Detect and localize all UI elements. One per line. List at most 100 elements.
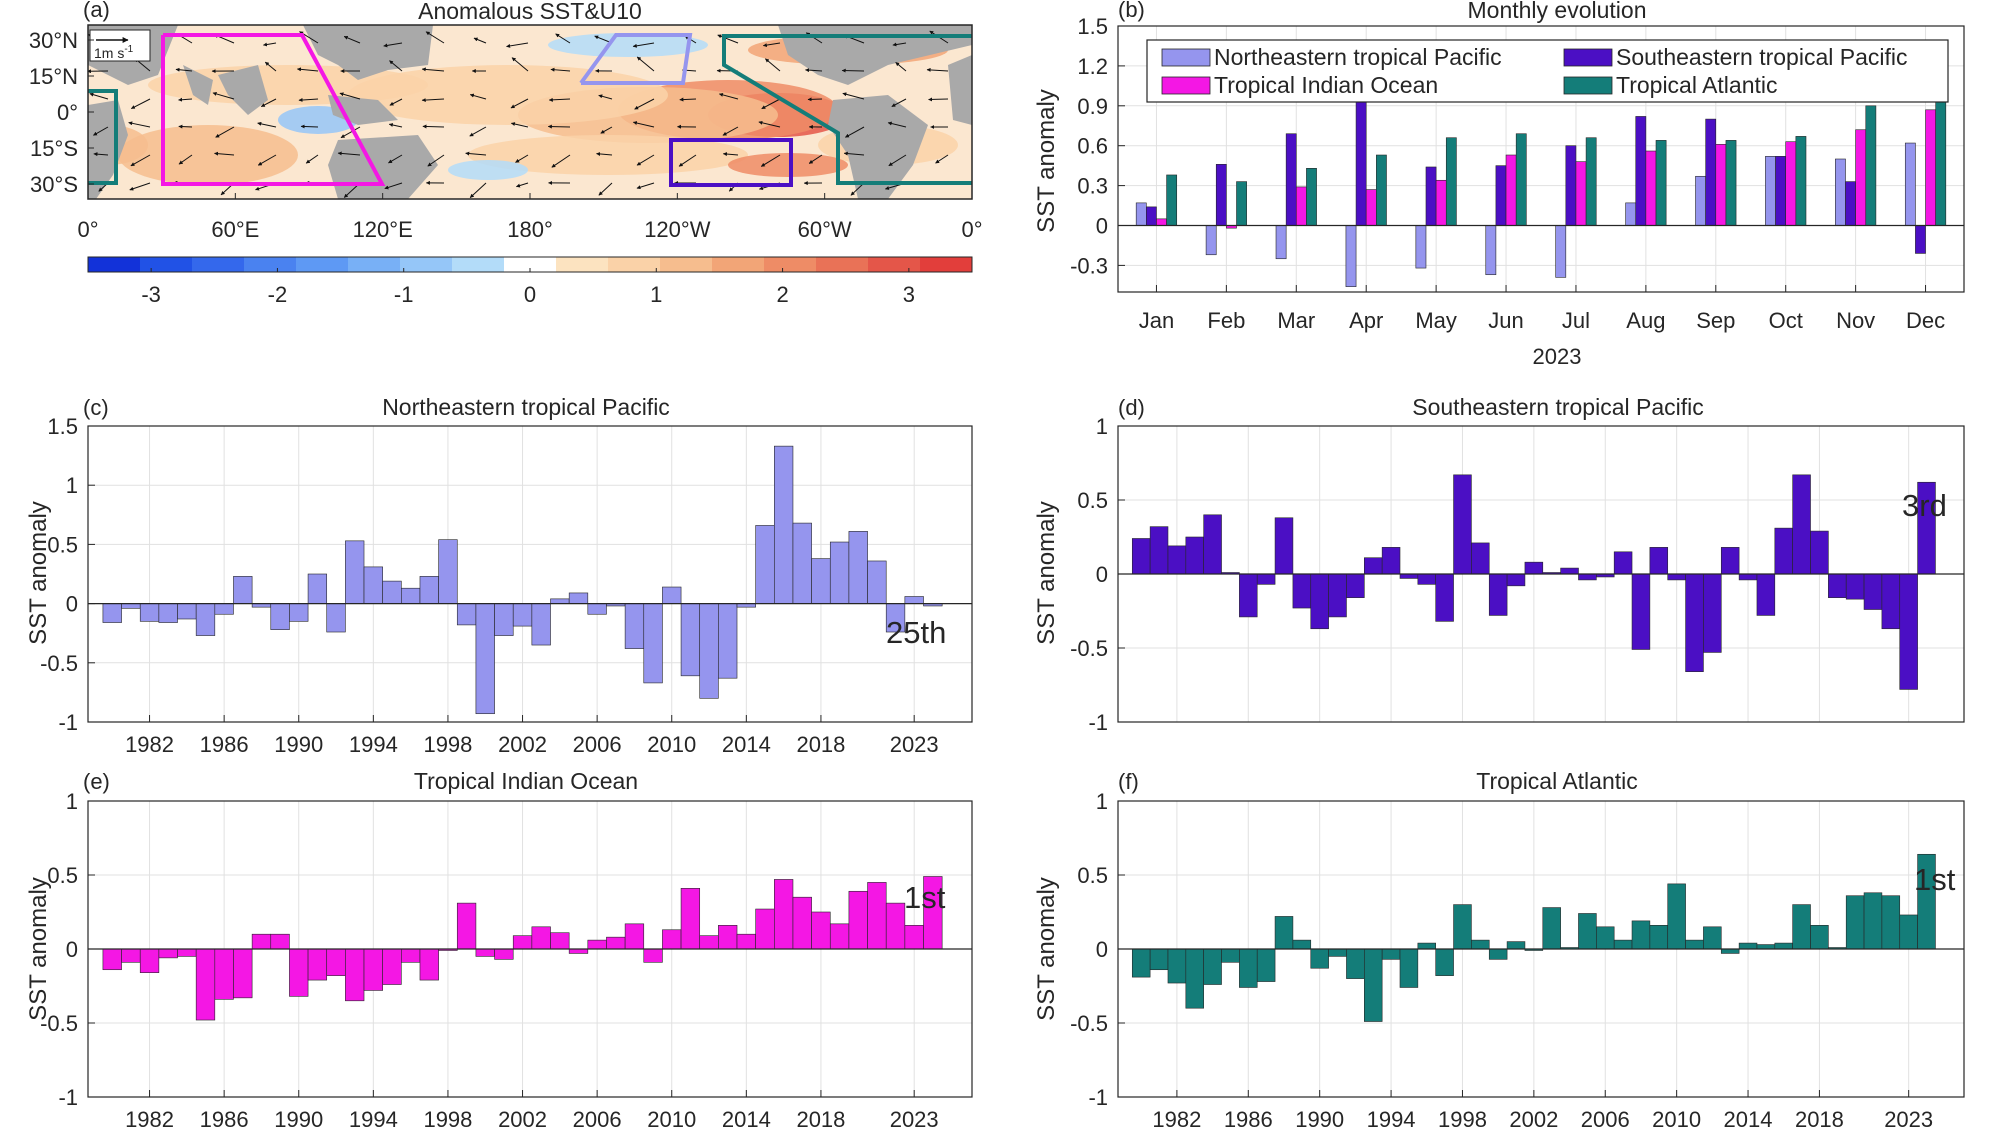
bar-southeastern — [1560, 567, 1579, 575]
bar-southeastern — [1239, 573, 1258, 618]
bar-northeastern — [419, 576, 439, 604]
panel-d-rank-label: 3rd — [1902, 488, 1947, 523]
bar-indian — [624, 923, 645, 950]
bar-northeastern — [102, 603, 122, 623]
bar-northeastern — [270, 603, 290, 630]
bar-southeastern — [1756, 573, 1776, 616]
y-tick-label: 1 — [1096, 414, 1108, 439]
x-tick-label: 1994 — [1367, 1107, 1416, 1132]
bar-indian — [195, 948, 216, 1021]
y-tick-label: 0.5 — [1077, 863, 1108, 888]
bar-southeastern — [1310, 573, 1329, 630]
legend-swatch-indian — [1161, 76, 1211, 95]
bar-northeastern — [848, 531, 868, 604]
bar-northeastern — [680, 603, 701, 677]
bar-northeastern — [121, 603, 141, 609]
bar-indian — [177, 948, 197, 957]
x-tick-label: 2002 — [498, 732, 547, 757]
wind-arrow — [718, 92, 739, 100]
colorbar-segment — [868, 257, 921, 272]
wind-arrow — [805, 68, 823, 73]
wind-arrow — [550, 67, 571, 72]
wind-arrow — [506, 42, 529, 48]
bar-southeastern — [1256, 573, 1276, 585]
x-tick-label: 2002 — [498, 1107, 547, 1132]
bar-northeastern — [568, 592, 589, 604]
lon-tick-label: 60°W — [798, 217, 852, 242]
bar-atlantic — [1346, 948, 1365, 979]
x-tick-label: 1982 — [1152, 1107, 1201, 1132]
bar-southeastern — [1685, 573, 1704, 672]
bar-indian — [456, 902, 477, 950]
land-west-africa — [948, 55, 972, 125]
bar-southeastern — [1274, 517, 1294, 575]
wind-arrow — [175, 67, 193, 72]
y-tick-label: 0.9 — [1077, 94, 1108, 119]
y-tick-label: -0.5 — [1070, 1011, 1108, 1036]
bar-southeastern — [1863, 573, 1883, 610]
x-tick-label: 2010 — [1652, 1107, 1701, 1132]
wind-arrow — [93, 152, 109, 157]
bar-southeastern — [1149, 526, 1169, 575]
wind-arrow — [895, 61, 907, 72]
bar-southeastern — [1488, 573, 1508, 616]
bar-indian — [1785, 141, 1797, 226]
y-tick-label: 0 — [1096, 214, 1108, 239]
bar-atlantic — [1667, 883, 1686, 950]
bar-southeastern — [1425, 166, 1437, 226]
wind-arrow — [632, 121, 655, 128]
wind-arrow — [465, 151, 487, 156]
panel-c-ylabel: SST anomaly — [25, 501, 52, 645]
bar-atlantic — [1845, 895, 1865, 950]
bar-indian — [1575, 161, 1587, 226]
bar-atlantic — [1585, 137, 1597, 226]
panel-f-title: Tropical Atlantic — [1476, 768, 1638, 794]
panel-e-ylabel: SST anomaly — [25, 877, 52, 1021]
x-tick-label: 2006 — [573, 1107, 622, 1132]
bar-northeastern — [139, 603, 160, 622]
bar-indian — [531, 926, 551, 950]
bar-northeastern — [1275, 225, 1287, 260]
wind-arrow — [343, 35, 361, 44]
bar-northeastern — [550, 598, 570, 604]
bar-northeastern — [587, 603, 607, 615]
panel-f-plot: -1 -0.5 0 0.5 1 1982 1986 1990 1994 1998 2002 2006 2… — [1070, 789, 1965, 1132]
wind-arrow — [717, 34, 739, 44]
bar-indian — [699, 935, 719, 950]
bar-atlantic — [1720, 948, 1740, 954]
bar-atlantic — [1149, 948, 1169, 971]
lon-tick-label: 60°E — [211, 217, 259, 242]
bar-indian — [718, 925, 738, 950]
bar-atlantic — [1863, 892, 1883, 950]
wind-arrow — [425, 31, 445, 44]
x-tick-label: 1998 — [1438, 1107, 1487, 1132]
x-tick-label: 1986 — [200, 1107, 249, 1132]
wind-scale-label: 1m s-1 — [94, 44, 134, 61]
bar-northeastern — [456, 603, 477, 626]
x-tick-label: 2014 — [722, 732, 771, 757]
x-tick-label: 2023 — [890, 1107, 939, 1132]
land-arabia — [183, 65, 213, 105]
bar-northeastern — [1485, 225, 1497, 276]
bar-southeastern — [1631, 573, 1651, 650]
x-tick-label: Jun — [1488, 308, 1523, 333]
panel-d-southeastern-pacific: (d) Southeastern tropical Pacific SST an… — [1033, 394, 1965, 735]
bar-indian — [662, 929, 682, 950]
bar-indian — [1925, 109, 1936, 226]
bar-southeastern — [1185, 536, 1204, 575]
wind-arrow — [339, 92, 361, 100]
wind-arrow — [178, 124, 193, 129]
wind-arrow — [807, 97, 823, 102]
wind-arrow — [596, 151, 613, 156]
colorbar-segment — [920, 257, 973, 272]
colorbar-segment — [556, 257, 609, 272]
panel-c-rank-label: 25th — [886, 615, 946, 650]
bar-atlantic — [1488, 948, 1508, 960]
wind-arrow — [93, 126, 109, 136]
wind-arrow — [722, 126, 739, 136]
panel-d-ylabel: SST anomaly — [1033, 501, 1060, 645]
atlantic-region-box-east — [88, 89, 118, 185]
plot-frame — [87, 425, 973, 723]
wind-arrow — [263, 42, 277, 47]
bar-southeastern — [1828, 573, 1847, 598]
